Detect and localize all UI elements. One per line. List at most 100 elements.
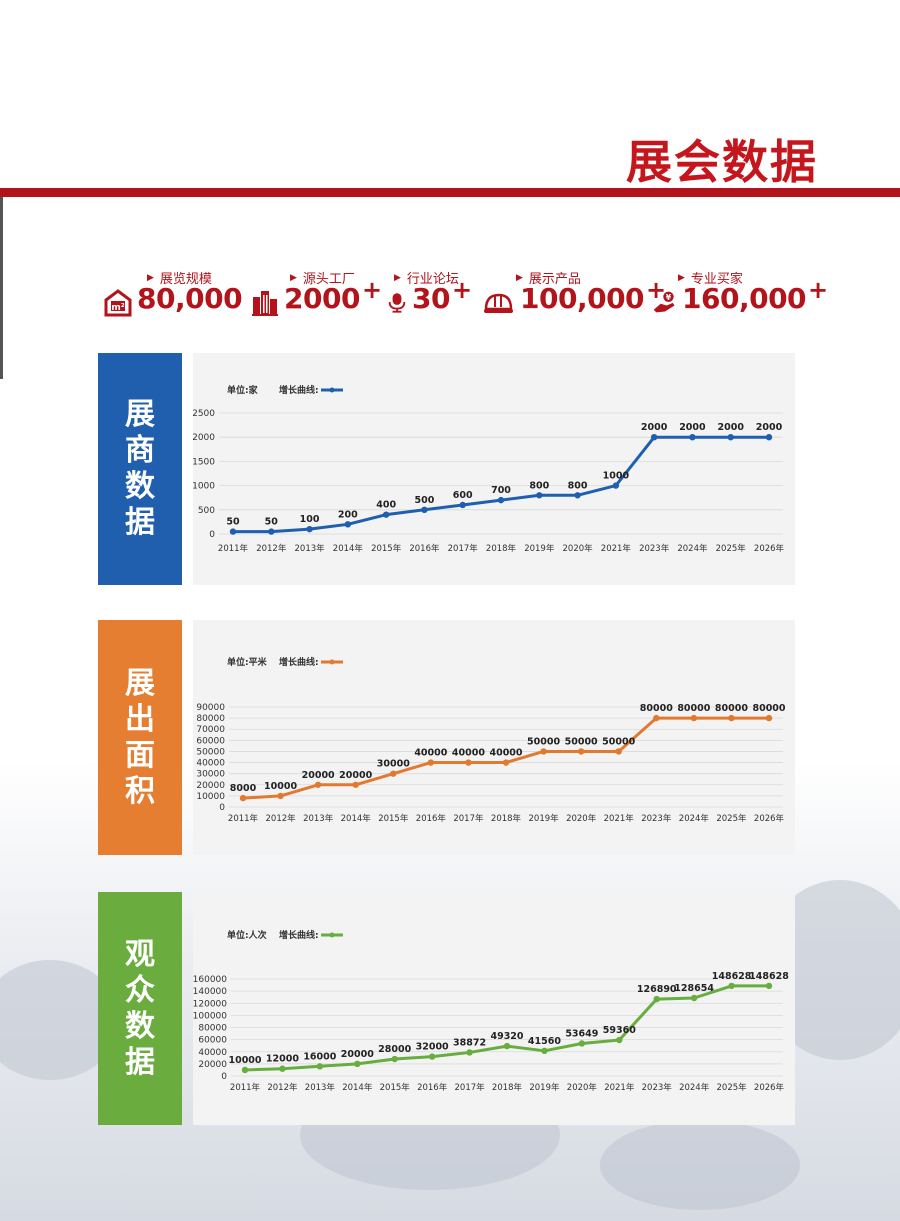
visitors-line-chart: 单位:人次 增长曲线: 0 20000 40000 60000 80000 100000 120…: [193, 929, 789, 1093]
band-character: 展: [125, 665, 155, 701]
data-point: [459, 501, 466, 509]
stat-label: 专业买家: [690, 272, 743, 287]
data-point: [690, 994, 698, 1002]
data-point: [382, 511, 390, 518]
data-point: [689, 434, 696, 441]
x-tick-label: 2015年: [378, 813, 409, 824]
data-label: 12000: [266, 1054, 299, 1065]
data-point: [765, 714, 773, 722]
stat-label: 源头工厂: [302, 272, 355, 287]
data-label: 8000: [230, 783, 257, 794]
y-tick-label: 2000: [193, 433, 215, 443]
data-label: 59360: [603, 1025, 636, 1036]
stat-industry-forums: ▶ 行业论坛 30 +: [386, 268, 476, 318]
x-tick-label: 2011年: [218, 543, 249, 554]
data-point: [765, 982, 773, 990]
data-label: 50000: [565, 736, 598, 747]
data-label: 28000: [378, 1044, 411, 1055]
stat-source-factories: ▶ 源头工厂 2000 +: [250, 268, 382, 318]
stat-value: 100,000: [520, 282, 645, 315]
data-point: [344, 521, 352, 528]
y-tick-label: 10000: [196, 792, 225, 802]
data-label: 80000: [677, 703, 710, 714]
y-tick-label: 140000: [193, 987, 227, 997]
x-tick-label: 2012年: [266, 813, 297, 824]
data-point: [577, 748, 585, 755]
data-point: [541, 1047, 548, 1055]
triangle-bullet-icon: ▶: [290, 272, 297, 283]
data-label: 148628: [712, 971, 752, 982]
legend-marker: [329, 659, 335, 665]
stat-professional-buyers: ▶ 专业买家 ¥ 160,000 +: [652, 268, 828, 318]
svg-text:¥: ¥: [666, 293, 672, 302]
data-point: [314, 781, 322, 788]
svg-text:m²: m²: [111, 303, 124, 313]
data-point: [306, 525, 313, 533]
y-tick-label: 500: [198, 506, 215, 516]
data-label: 600: [453, 490, 473, 501]
stat-plus: +: [451, 276, 473, 304]
stat-label: 展览规模: [159, 272, 212, 287]
band-character: 众: [125, 972, 155, 1008]
x-tick-label: 2013年: [303, 813, 334, 824]
area-line-chart: 单位:平米 增长曲线:010000200003000040000500006000…: [196, 656, 786, 824]
band-character: 据: [125, 505, 155, 540]
x-tick-label: 2016年: [417, 1082, 448, 1093]
data-label: 800: [529, 480, 549, 491]
data-point: [536, 492, 543, 499]
data-point: [277, 792, 284, 800]
x-tick-label: 2018年: [492, 1082, 523, 1093]
data-point: [241, 1066, 249, 1074]
y-tick-label: 0: [219, 803, 225, 813]
data-label: 41560: [528, 1036, 561, 1047]
x-tick-label: 2021年: [604, 1082, 635, 1093]
data-point: [421, 506, 428, 513]
data-label: 20000: [341, 1049, 374, 1060]
y-tick-label: 20000: [196, 781, 225, 791]
chart-panel-area: 单位:平米 增长曲线: 0 10000 20000 30000 40000 50000 6000…: [193, 620, 795, 855]
hand-money-icon: ¥: [653, 291, 675, 313]
y-tick-label: 100000: [193, 1011, 227, 1021]
x-tick-label: 2025年: [716, 813, 747, 824]
page-title: 展会数据: [626, 135, 818, 189]
data-label: 2000: [679, 422, 706, 433]
chart-legend-label: 增长曲线:: [279, 656, 319, 668]
x-tick-label: 2016年: [416, 813, 447, 824]
x-tick-label: 2024年: [679, 1082, 710, 1093]
stat-value: 160,000: [682, 282, 807, 315]
chart-legend-label: 增长曲线:: [279, 929, 319, 941]
left-accent-line: [0, 197, 3, 379]
stat-label: 行业论坛: [406, 272, 459, 287]
triangle-bullet-icon: ▶: [394, 272, 401, 283]
data-label: 2000: [717, 422, 744, 433]
x-tick-label: 2021年: [604, 813, 635, 824]
data-point: [352, 781, 359, 788]
y-tick-label: 80000: [196, 714, 225, 724]
data-point: [540, 748, 547, 755]
data-label: 10000: [228, 1055, 261, 1066]
y-tick-label: 60000: [198, 1036, 227, 1046]
data-point: [497, 496, 505, 504]
band-character: 据: [125, 1044, 155, 1080]
data-label: 80000: [640, 703, 673, 714]
chart-legend-label: 增长曲线:: [279, 384, 319, 396]
x-tick-label: 2026年: [754, 813, 785, 824]
data-point: [690, 714, 698, 722]
data-label: 40000: [489, 748, 522, 759]
data-label: 40000: [414, 748, 447, 759]
data-point: [229, 528, 237, 535]
y-tick-label: 0: [209, 530, 215, 540]
data-label: 128654: [674, 983, 714, 994]
triangle-bullet-icon: ▶: [147, 272, 154, 283]
data-label: 50: [265, 517, 279, 528]
chart-unit-label: 单位:人次: [227, 929, 267, 941]
x-tick-label: 2014年: [342, 1082, 373, 1093]
x-tick-label: 2017年: [455, 1082, 486, 1093]
chart-panel-exhibitors: 单位:家 增长曲线: 0 500 1000 1500 2000 2500 2011年 2012年 2…: [193, 353, 795, 585]
band-character: 数: [125, 469, 155, 504]
band-character: 数: [125, 1008, 155, 1044]
data-point: [765, 434, 773, 441]
x-tick-label: 2013年: [295, 543, 326, 554]
y-tick-label: 60000: [196, 736, 225, 746]
y-tick-label: 40000: [196, 759, 225, 769]
